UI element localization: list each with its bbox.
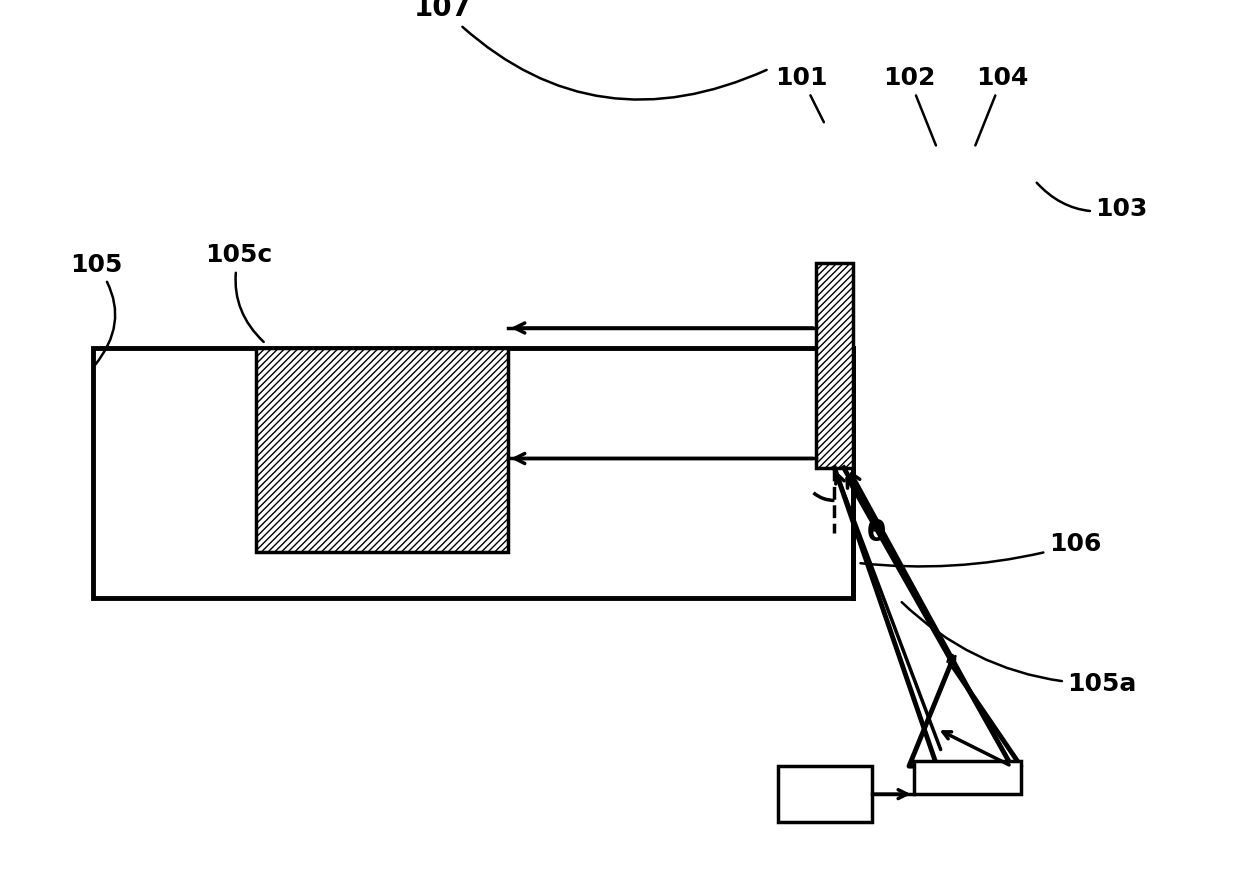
- Text: 104: 104: [976, 66, 1028, 145]
- Text: 102: 102: [883, 66, 936, 145]
- Bar: [816, 263, 853, 467]
- Text: 103: 103: [1037, 183, 1148, 220]
- Bar: [779, 766, 872, 822]
- Text: 105: 105: [69, 252, 123, 365]
- Text: θ: θ: [867, 519, 887, 547]
- Text: 105c: 105c: [205, 244, 273, 342]
- Text: 105a: 105a: [901, 602, 1137, 696]
- Text: 101: 101: [775, 66, 828, 122]
- Bar: [93, 349, 853, 599]
- Text: 107: 107: [414, 0, 766, 100]
- Bar: [914, 762, 1021, 794]
- Text: 106: 106: [861, 533, 1101, 566]
- Bar: [257, 349, 508, 552]
